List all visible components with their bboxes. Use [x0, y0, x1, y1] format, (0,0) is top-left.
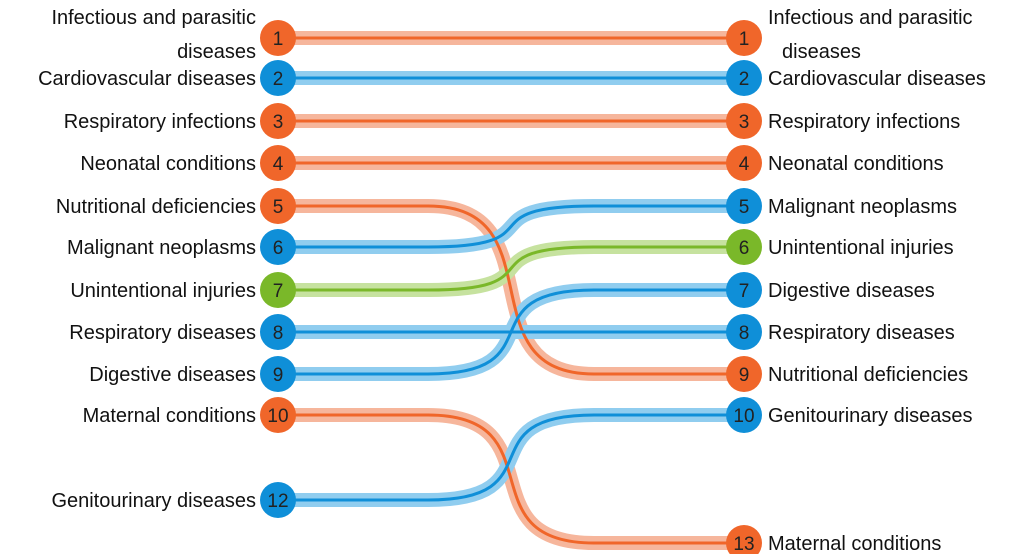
right-label-neonatal-conditions: Neonatal conditions [768, 153, 944, 175]
right-label-cardiovascular-diseases: Cardiovascular diseases [768, 68, 986, 90]
right-node-digestive-diseases [726, 272, 762, 308]
line-digestive-diseases [278, 288, 744, 376]
left-node-nutritional-deficiencies [260, 188, 296, 224]
left-label-cardiovascular-diseases: Cardiovascular diseases [38, 68, 256, 90]
left-node-unintentional-injuries [260, 272, 296, 308]
left-node-genitourinary-diseases [260, 482, 296, 518]
right-label-nutritional-deficiencies: Nutritional deficiencies [768, 364, 968, 386]
left-label-genitourinary-diseases: Genitourinary diseases [51, 490, 256, 512]
left-label-maternal-conditions: Maternal conditions [83, 405, 256, 427]
right-label-genitourinary-diseases: Genitourinary diseases [768, 405, 973, 427]
right-node-nutritional-deficiencies [726, 356, 762, 392]
right-label-respiratory-infections: Respiratory infections [768, 111, 960, 133]
right-node-respiratory-infections [726, 103, 762, 139]
left-label-unintentional-injuries: Unintentional injuries [70, 280, 256, 302]
left-label-respiratory-infections: Respiratory infections [64, 111, 256, 133]
left-rank-neonatal-conditions: 4 [273, 154, 284, 175]
right-rank-malignant-neoplasms: 5 [739, 197, 750, 218]
left-label-infectious-and-parasitic-diseases: Infectious and parasitic diseases [51, 7, 256, 63]
left-node-respiratory-diseases [260, 314, 296, 350]
right-rank-nutritional-deficiencies: 9 [739, 365, 750, 386]
left-rank-respiratory-diseases: 8 [273, 323, 284, 344]
right-label-maternal-conditions: Maternal conditions [768, 533, 941, 554]
line-nutritional-deficiencies [278, 204, 744, 376]
rank-labels: Infectious and parasitic diseases Infectio… [38, 7, 986, 554]
left-label-digestive-diseases: Digestive diseases [89, 364, 256, 386]
right-node-respiratory-diseases [726, 314, 762, 350]
left-node-malignant-neoplasms [260, 229, 296, 265]
line-unintentional-injuries [278, 245, 744, 292]
left-rank-infectious-and-parasitic-diseases: 1 [273, 29, 284, 50]
right-node-maternal-conditions [726, 525, 762, 554]
left-label-neonatal-conditions: Neonatal conditions [80, 153, 256, 175]
right-rank-neonatal-conditions: 4 [739, 154, 750, 175]
right-label-unintentional-injuries: Unintentional injuries [768, 237, 954, 259]
left-rank-digestive-diseases: 9 [273, 365, 284, 386]
line-genitourinary-diseases [278, 413, 744, 502]
right-rank-genitourinary-diseases: 10 [733, 406, 754, 427]
left-node-cardiovascular-diseases [260, 60, 296, 96]
left-rank-unintentional-injuries: 7 [273, 281, 284, 302]
right-rank-respiratory-infections: 3 [739, 112, 750, 133]
right-node-cardiovascular-diseases [726, 60, 762, 96]
left-node-infectious-and-parasitic-diseases [260, 20, 296, 56]
right-node-genitourinary-diseases [726, 397, 762, 433]
left-rank-maternal-conditions: 10 [267, 406, 288, 427]
right-node-malignant-neoplasms [726, 188, 762, 224]
left-label-malignant-neoplasms: Malignant neoplasms [67, 237, 256, 259]
right-node-infectious-and-parasitic-diseases [726, 20, 762, 56]
rank-lines [278, 36, 744, 545]
right-rank-respiratory-diseases: 8 [739, 323, 750, 344]
left-label-nutritional-deficiencies: Nutritional deficiencies [56, 196, 256, 218]
right-label-infectious-and-parasitic-diseases: Infectious and parasitic diseases [768, 7, 973, 63]
line-malignant-neoplasms [278, 204, 744, 249]
right-node-neonatal-conditions [726, 145, 762, 181]
right-rank-infectious-and-parasitic-diseases: 1 [739, 29, 750, 50]
right-label-respiratory-diseases: Respiratory diseases [768, 322, 955, 344]
left-node-respiratory-infections [260, 103, 296, 139]
left-node-digestive-diseases [260, 356, 296, 392]
right-rank-digestive-diseases: 7 [739, 281, 750, 302]
left-label-respiratory-diseases: Respiratory diseases [69, 322, 256, 344]
left-node-maternal-conditions [260, 397, 296, 433]
right-label-digestive-diseases: Digestive diseases [768, 280, 935, 302]
right-rank-maternal-conditions: 13 [733, 534, 754, 554]
right-rank-cardiovascular-diseases: 2 [739, 69, 750, 90]
left-rank-malignant-neoplasms: 6 [273, 238, 284, 259]
left-rank-cardiovascular-diseases: 2 [273, 69, 284, 90]
left-rank-nutritional-deficiencies: 5 [273, 197, 284, 218]
left-rank-genitourinary-diseases: 12 [267, 491, 288, 512]
left-rank-respiratory-infections: 3 [273, 112, 284, 133]
right-node-unintentional-injuries [726, 229, 762, 265]
line-maternal-conditions [278, 413, 744, 545]
right-rank-unintentional-injuries: 6 [739, 238, 750, 259]
left-node-neonatal-conditions [260, 145, 296, 181]
right-label-malignant-neoplasms: Malignant neoplasms [768, 196, 957, 218]
